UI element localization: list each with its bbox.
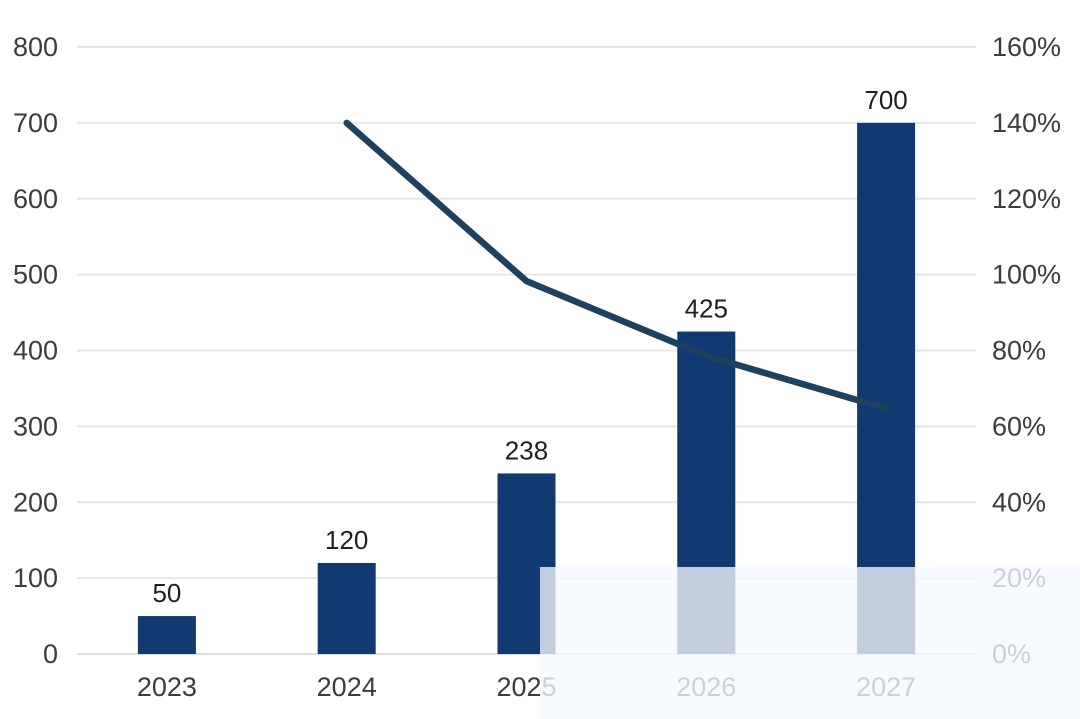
- bar-2026: [677, 331, 736, 654]
- right-axis-labels: 0% 20% 40% 60% 80% 100% 120% 140% 160%: [992, 32, 1061, 669]
- x-axis-label-2024: 2024: [317, 672, 377, 702]
- left-axis-tick-label: 700: [13, 108, 58, 138]
- right-axis-tick-label: 100%: [992, 260, 1061, 290]
- left-axis-labels: 0 100 200 300 400 500 600 700 800: [13, 32, 58, 669]
- right-axis-tick-label: 40%: [992, 487, 1046, 517]
- right-axis-tick-label: 120%: [992, 184, 1061, 214]
- left-axis-tick-label: 0: [43, 639, 58, 669]
- left-axis-tick-label: 200: [13, 487, 58, 517]
- bar-value-label-2027: 700: [864, 85, 907, 115]
- left-axis-tick-label: 500: [13, 260, 58, 290]
- bar-value-label-2025: 238: [505, 435, 548, 465]
- bar-value-label-2026: 425: [685, 294, 728, 324]
- bar-2024: [317, 562, 376, 654]
- right-axis-tick-label: 20%: [992, 563, 1046, 593]
- right-axis-tick-label: 0%: [992, 639, 1031, 669]
- left-axis-tick-label: 600: [13, 184, 58, 214]
- right-axis-tick-label: 80%: [992, 336, 1046, 366]
- x-axis-label-2027: 2027: [856, 672, 916, 702]
- gridlines: [77, 46, 976, 655]
- left-axis-tick-label: 100: [13, 563, 58, 593]
- bar-2023: [137, 616, 196, 654]
- bar-series: 50 120 238 425 700: [137, 85, 916, 654]
- left-axis-tick-label: 800: [13, 32, 58, 62]
- bar-2025: [497, 473, 556, 654]
- left-axis-tick-label: 400: [13, 336, 58, 366]
- x-axis-labels: 2023 2024 2025 2026 2027: [137, 672, 916, 702]
- x-axis-label-2025: 2025: [496, 672, 556, 702]
- bar-2027: [857, 122, 916, 654]
- bar-value-label-2024: 120: [325, 525, 368, 555]
- bar-value-label-2023: 50: [152, 578, 181, 608]
- right-axis-tick-label: 160%: [992, 32, 1061, 62]
- growth-rate-line: [343, 119, 890, 412]
- x-axis-label-2023: 2023: [137, 672, 197, 702]
- right-axis-tick-label: 140%: [992, 108, 1061, 138]
- right-axis-tick-label: 60%: [992, 411, 1046, 441]
- x-axis-label-2026: 2026: [676, 672, 736, 702]
- left-axis-tick-label: 300: [13, 411, 58, 441]
